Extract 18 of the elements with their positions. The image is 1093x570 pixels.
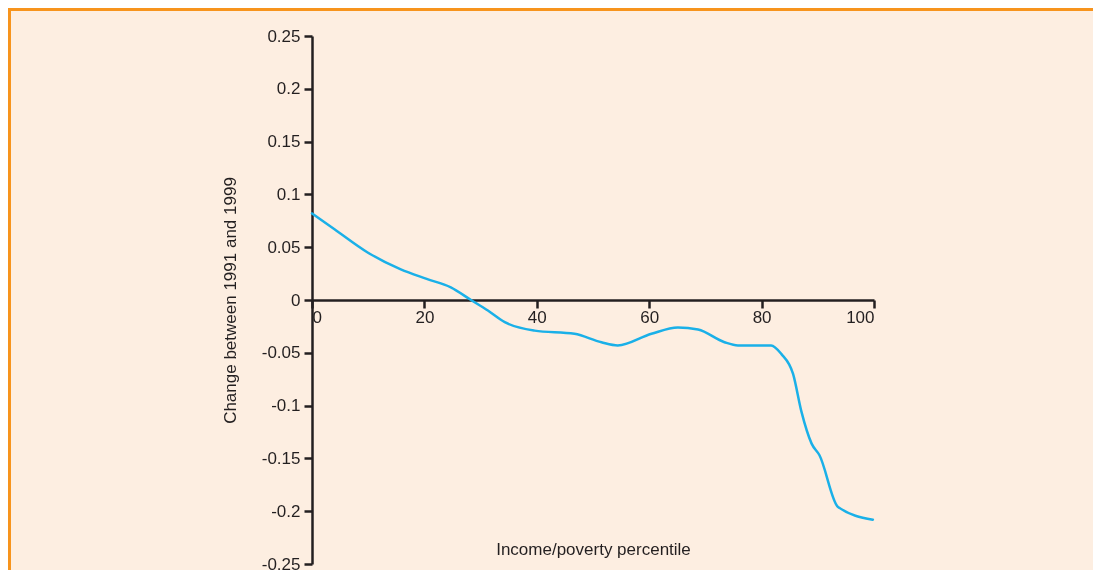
y-tick-label: 0.05: [267, 237, 301, 257]
y-tick-label: -0.2: [271, 501, 301, 521]
x-tick-label: 20: [415, 307, 435, 327]
x-tick-label: 100: [846, 307, 875, 327]
y-tick-label: 0.25: [267, 26, 301, 46]
x-tick-label: 60: [640, 307, 660, 327]
y-tick-label: 0.15: [267, 132, 301, 152]
y-axis-title: Change between 1991 and 1999: [220, 177, 240, 424]
y-tick-label: -0.05: [261, 343, 301, 363]
y-tick-label: 0.1: [276, 184, 301, 204]
y-tick-label: -0.1: [271, 396, 301, 416]
y-tick-label: -0.15: [261, 448, 301, 468]
x-axis-title: Income/poverty percentile: [496, 539, 691, 559]
y-tick-label: 0.2: [276, 79, 301, 99]
x-tick-label: 80: [752, 307, 772, 327]
y-tick-label: 0: [291, 290, 301, 310]
y-tick-label: -0.25: [261, 554, 301, 570]
x-tick-label: 40: [527, 307, 547, 327]
